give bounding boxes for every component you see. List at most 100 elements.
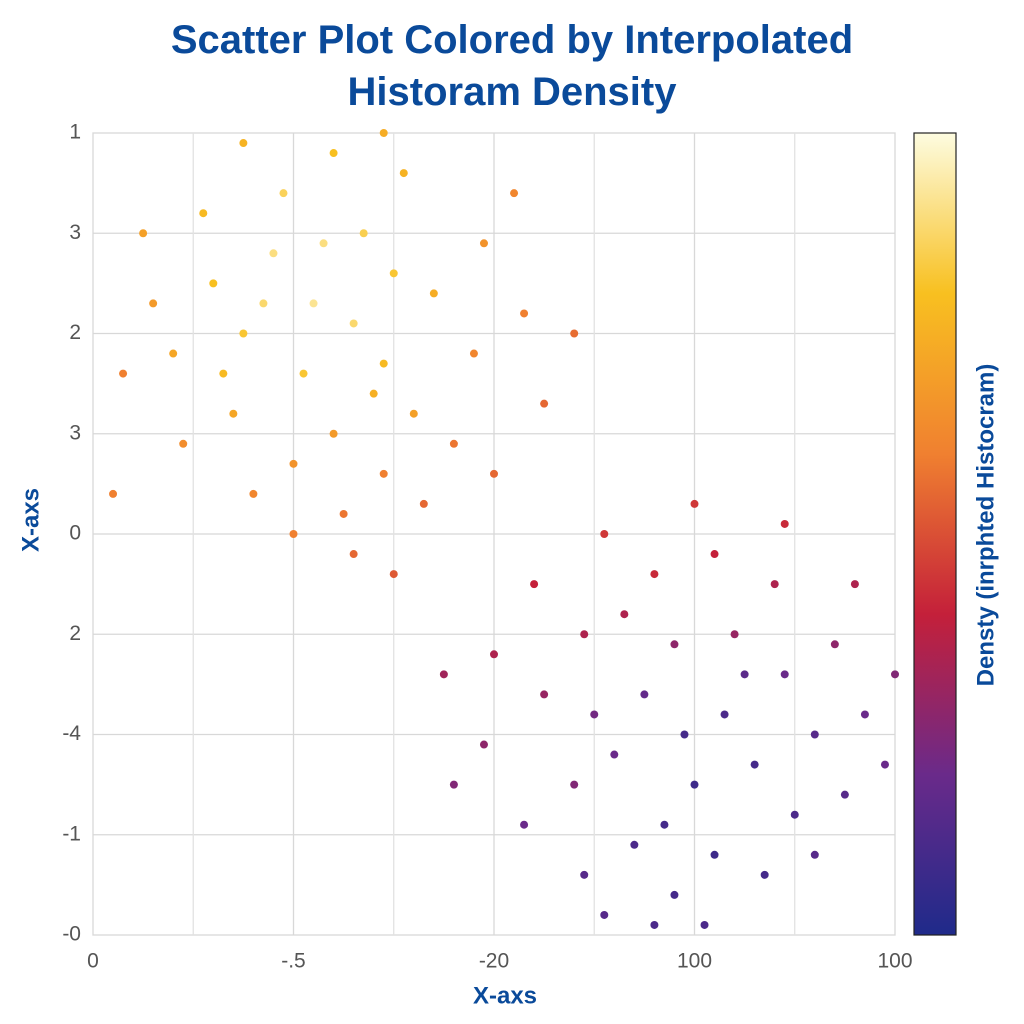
- point: [379, 129, 388, 137]
- x-tick-label: -.5: [281, 950, 306, 973]
- point: [179, 439, 188, 448]
- point: [339, 509, 348, 518]
- point: [209, 279, 218, 288]
- point: [149, 299, 158, 308]
- colorbar-label: Densty (inrphted Histocram): [972, 364, 999, 687]
- point: [490, 469, 498, 478]
- point: [309, 299, 318, 308]
- point: [760, 870, 769, 879]
- point: [469, 349, 478, 358]
- point: [289, 459, 298, 468]
- point: [840, 790, 849, 799]
- point: [780, 519, 789, 528]
- point: [510, 189, 519, 198]
- point: [540, 399, 549, 408]
- point: [299, 369, 308, 378]
- point: [580, 630, 589, 639]
- y-tick-label: 2: [69, 622, 81, 645]
- point: [700, 920, 709, 929]
- y-tick-label: 3: [69, 421, 81, 444]
- point: [600, 530, 609, 538]
- point: [610, 750, 619, 759]
- chart-title: Scatter Plot Colored by Interpolated His…: [170, 18, 854, 114]
- point: [650, 570, 659, 579]
- point: [389, 570, 398, 579]
- point: [219, 369, 228, 378]
- point: [279, 189, 288, 198]
- point: [730, 630, 739, 639]
- x-tick-label: 0: [87, 950, 99, 973]
- point: [580, 870, 589, 879]
- point: [630, 840, 639, 849]
- y-tick-label: -0: [62, 923, 81, 946]
- y-tick-label: -1: [62, 822, 81, 845]
- point: [349, 550, 358, 559]
- point: [590, 710, 599, 719]
- point: [399, 169, 408, 178]
- y-tick-label: 0: [69, 522, 81, 545]
- point: [620, 610, 629, 619]
- point: [690, 499, 699, 508]
- point: [449, 780, 458, 789]
- point: [199, 209, 208, 218]
- point: [640, 690, 649, 699]
- point: [139, 229, 148, 238]
- colorbar: [913, 132, 957, 936]
- point: [710, 850, 719, 859]
- point: [389, 269, 398, 278]
- point: [520, 820, 529, 829]
- point: [239, 329, 248, 338]
- point: [860, 710, 869, 719]
- point: [429, 289, 438, 298]
- point: [740, 670, 749, 679]
- y-tick-label: 2: [69, 321, 81, 344]
- point: [660, 820, 669, 829]
- point: [670, 890, 679, 899]
- x-tick-label: 100: [677, 950, 712, 973]
- point: [810, 730, 819, 739]
- point: [570, 780, 579, 789]
- point: [710, 550, 719, 559]
- point: [810, 850, 819, 859]
- point: [490, 650, 498, 659]
- point: [680, 730, 689, 739]
- point: [570, 329, 579, 338]
- x-tick-label: 100: [877, 950, 912, 973]
- point: [830, 640, 839, 649]
- point: [359, 229, 368, 238]
- point: [439, 670, 448, 679]
- point: [109, 489, 118, 498]
- point: [780, 670, 789, 679]
- point: [750, 760, 759, 769]
- point: [379, 469, 388, 478]
- point: [479, 239, 488, 248]
- x-tick-label: -20: [479, 950, 509, 973]
- point: [409, 409, 418, 418]
- point: [419, 499, 428, 508]
- point: [720, 710, 729, 719]
- point: [269, 249, 278, 258]
- point: [880, 760, 889, 769]
- point: [289, 530, 298, 538]
- point: [229, 409, 238, 418]
- point: [540, 690, 549, 699]
- point: [239, 139, 248, 148]
- point: [790, 810, 799, 819]
- point: [670, 640, 679, 649]
- point: [169, 349, 178, 358]
- point: [379, 359, 388, 368]
- point: [770, 580, 779, 589]
- y-tick-label: -4: [62, 722, 81, 745]
- point: [329, 429, 338, 438]
- x-axis-label: X-axs: [473, 982, 537, 1009]
- point: [479, 740, 488, 749]
- point: [650, 920, 659, 929]
- point: [891, 670, 899, 679]
- y-tick-label: 3: [69, 221, 81, 244]
- point: [329, 149, 338, 158]
- point: [259, 299, 268, 308]
- point: [520, 309, 529, 318]
- point: [690, 780, 699, 789]
- y-axis-label: X-axs: [17, 488, 44, 552]
